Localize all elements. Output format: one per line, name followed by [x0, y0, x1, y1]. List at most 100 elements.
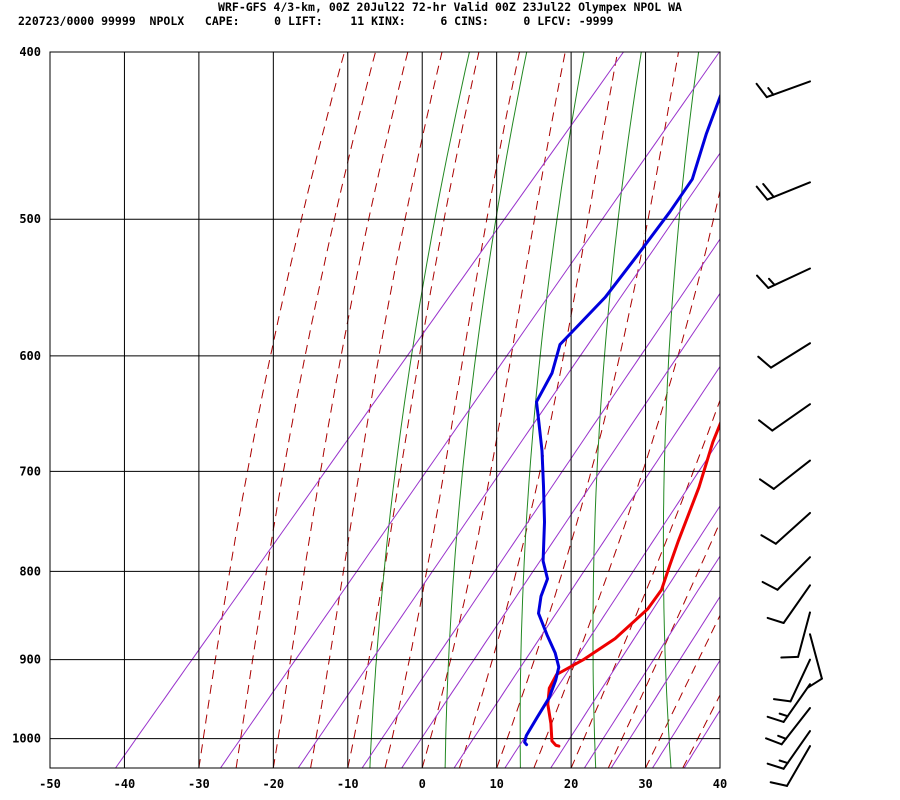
mixing-ratio-line — [652, 659, 720, 768]
wind-barb — [764, 707, 811, 746]
x-tick-label: 20 — [564, 777, 578, 791]
axis-ticks: -50 -40 -30 -20 -10 0 10 20 30 40 400 500 600 700 800 9… — [12, 45, 727, 791]
moist-adiabat — [645, 614, 720, 768]
p-tick-label: 1000 — [12, 732, 41, 746]
barb-feather — [766, 762, 785, 770]
barb-feather — [756, 274, 770, 289]
p-tick-label: 800 — [19, 564, 41, 578]
wind-barb — [755, 181, 811, 201]
barb-staff — [774, 511, 811, 545]
barb-feather — [772, 698, 792, 703]
barb-feather — [757, 355, 772, 369]
dry-adiabat — [662, 52, 700, 768]
mixing-ratio-line — [297, 152, 720, 768]
mixing-ratio-lines — [115, 52, 720, 768]
barb-staff — [789, 658, 811, 703]
moist-adiabat — [198, 52, 346, 768]
mixing-ratio-line — [583, 555, 720, 768]
barb-feather — [764, 737, 783, 746]
barb-staff — [771, 403, 811, 432]
x-tick-label: -20 — [262, 777, 284, 791]
barb-staff — [782, 584, 811, 625]
dry-adiabats — [369, 14, 896, 768]
barb-staff — [769, 342, 811, 369]
grid — [50, 52, 720, 768]
x-tick-label: 10 — [489, 777, 503, 791]
chart-title: WRF-GFS 4/3-km, 00Z 20Jul22 72-hr Valid … — [218, 0, 682, 14]
moist-adiabat — [310, 52, 443, 768]
barb-feather — [766, 616, 785, 625]
barb-staff — [776, 556, 811, 591]
x-tick-label: 0 — [419, 777, 426, 791]
wind-barb — [806, 633, 823, 689]
moist-adiabat — [682, 693, 720, 768]
x-tick-label: 30 — [638, 777, 652, 791]
wind-barb — [761, 556, 811, 591]
wind-barb — [766, 730, 811, 770]
mixing-ratio-line — [504, 438, 720, 768]
barb-feather — [766, 715, 785, 723]
barb-feather — [758, 478, 775, 490]
dry-adiabat — [519, 52, 585, 768]
p-tick-label: 400 — [19, 45, 41, 59]
barb-feather — [758, 419, 774, 432]
mixing-ratio-line — [453, 365, 720, 768]
dry-adiabat — [444, 52, 528, 768]
mixing-ratio-line — [361, 238, 720, 768]
p-tick-label: 600 — [19, 349, 41, 363]
barb-half-feather — [767, 87, 775, 96]
barb-staff — [772, 459, 811, 490]
dry-adiabat — [732, 14, 761, 768]
wind-barb — [766, 683, 811, 723]
wind-barb — [760, 511, 811, 545]
barb-feather — [755, 82, 768, 99]
barb-half-feather — [778, 712, 789, 718]
barb-feather — [755, 185, 769, 201]
sounding-stats: 220723/0000 99999 NPOLX CAPE: 0 LIFT: 11… — [18, 14, 614, 28]
dry-adiabat — [369, 52, 470, 768]
barb-feather — [806, 677, 823, 689]
wind-barb — [758, 459, 811, 490]
barb-feather — [760, 534, 777, 545]
p-tick-label: 900 — [19, 653, 41, 667]
dry-adiabat — [592, 52, 642, 768]
barb-feather — [769, 781, 788, 787]
wind-barb — [757, 342, 811, 369]
x-tick-label: -10 — [337, 777, 359, 791]
wind-barb — [780, 611, 811, 659]
moist-adiabat — [235, 52, 377, 768]
dry-adiabat — [797, 14, 821, 768]
x-tick-label: -30 — [188, 777, 210, 791]
moist-adiabat — [719, 766, 720, 768]
x-tick-label: -40 — [114, 777, 136, 791]
barb-staff — [786, 745, 811, 787]
moist-adiabat — [347, 52, 480, 768]
wind-barb — [756, 267, 811, 289]
moist-adiabats — [198, 52, 720, 768]
moist-adiabat — [533, 188, 720, 768]
moist-adiabat — [272, 52, 409, 768]
mixing-ratio-line — [220, 52, 720, 768]
wind-barb — [766, 584, 811, 625]
mixing-ratio-line — [401, 292, 720, 768]
barb-staff — [809, 633, 823, 680]
barb-feather — [761, 580, 779, 591]
temperature-profile — [546, 420, 720, 748]
mixing-ratio-line — [550, 505, 720, 768]
moist-adiabat — [607, 521, 720, 768]
barb-staff — [797, 611, 811, 658]
wind-barb — [772, 658, 811, 703]
barb-half-feather — [778, 759, 789, 765]
mixing-ratio-line — [610, 595, 720, 768]
wind-barb — [758, 403, 811, 432]
plot-frame — [49, 51, 721, 769]
barb-feather — [762, 182, 775, 198]
profiles — [523, 92, 720, 748]
barb-feather — [780, 655, 800, 659]
x-tick-label: 40 — [713, 777, 727, 791]
wind-barb — [755, 80, 811, 99]
mixing-ratio-line — [115, 52, 625, 768]
dry-adiabat — [861, 14, 896, 768]
p-tick-label: 500 — [19, 212, 41, 226]
